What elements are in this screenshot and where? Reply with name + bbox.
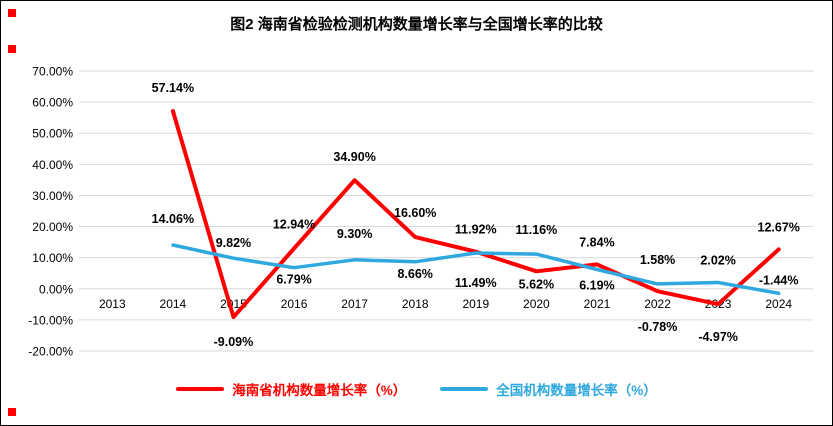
y-axis-tick-label: 20.00% [32,220,73,234]
chart-title: 图2 海南省检验检测机构数量增长率与全国增长率的比较 [230,16,603,33]
legend-label-hainan: 海南省机构数量增长率（%） [232,383,407,398]
data-label: 16.60% [394,206,436,220]
legend-label-national: 全国机构数量增长率（%） [496,383,657,398]
legend-line-blue-swatch [440,387,489,391]
x-axis-category-label: 2014 [160,297,187,311]
x-axis-category-label: 2017 [341,297,368,311]
chart-legend: 海南省机构数量增长率（%） 全国机构数量增长率（%） [1,379,832,399]
data-label: 11.49% [455,276,497,290]
data-label: 12.94% [273,218,315,232]
legend-line-red-swatch [176,387,225,391]
data-label: 6.79% [276,273,311,287]
legend-item-national[interactable]: 全国机构数量增长率（%） [440,379,657,399]
data-label: 2.02% [700,253,735,267]
y-axis-tick-label: 30.00% [32,189,73,203]
y-axis-tick-label: 40.00% [32,158,73,172]
data-label: 12.67% [758,220,800,234]
data-label: 14.06% [152,212,194,226]
data-label: 1.58% [640,253,675,267]
data-label: 11.16% [516,223,558,237]
data-label: -0.78% [638,320,678,334]
selection-handle-bottom-left[interactable] [8,408,16,416]
data-label: 11.92% [455,223,497,237]
data-label: 9.82% [216,236,251,250]
data-label: 9.30% [337,227,372,241]
data-label: -9.09% [214,335,254,349]
x-axis-category-label: 2016 [281,297,308,311]
x-axis-category-label: 2022 [644,297,671,311]
data-label: 34.90% [333,150,375,164]
series-line-national[interactable] [171,243,781,296]
y-axis-tick-label: 70.00% [32,65,73,79]
y-axis-tick-label: 0.00% [39,282,73,296]
x-axis-category-label: 2020 [523,297,550,311]
data-label: -4.97% [698,330,738,344]
legend-item-hainan[interactable]: 海南省机构数量增长率（%） [176,379,406,399]
x-axis-category-label: 2021 [584,297,611,311]
x-axis-category-label: 2013 [99,297,126,311]
x-axis-category-label: 2019 [462,297,489,311]
data-label: 6.19% [579,279,614,293]
y-axis-tick-label: -10.00% [28,313,73,327]
data-label: 57.14% [152,81,194,95]
selection-handle-left-upper[interactable] [8,45,16,53]
y-axis-tick-label: 50.00% [32,127,73,141]
data-label: 5.62% [519,277,554,291]
data-label: 8.66% [397,267,432,281]
data-label: 7.84% [579,235,614,249]
y-axis-tick-label: 60.00% [32,96,73,110]
x-axis-category-label: 2018 [402,297,429,311]
data-label: -1.44% [759,273,799,287]
x-axis-category-label: 2024 [765,297,792,311]
selection-handle-top-left[interactable] [8,9,16,17]
y-axis-tick-label: 10.00% [32,251,73,265]
y-axis-tick-label: -20.00% [28,345,73,359]
